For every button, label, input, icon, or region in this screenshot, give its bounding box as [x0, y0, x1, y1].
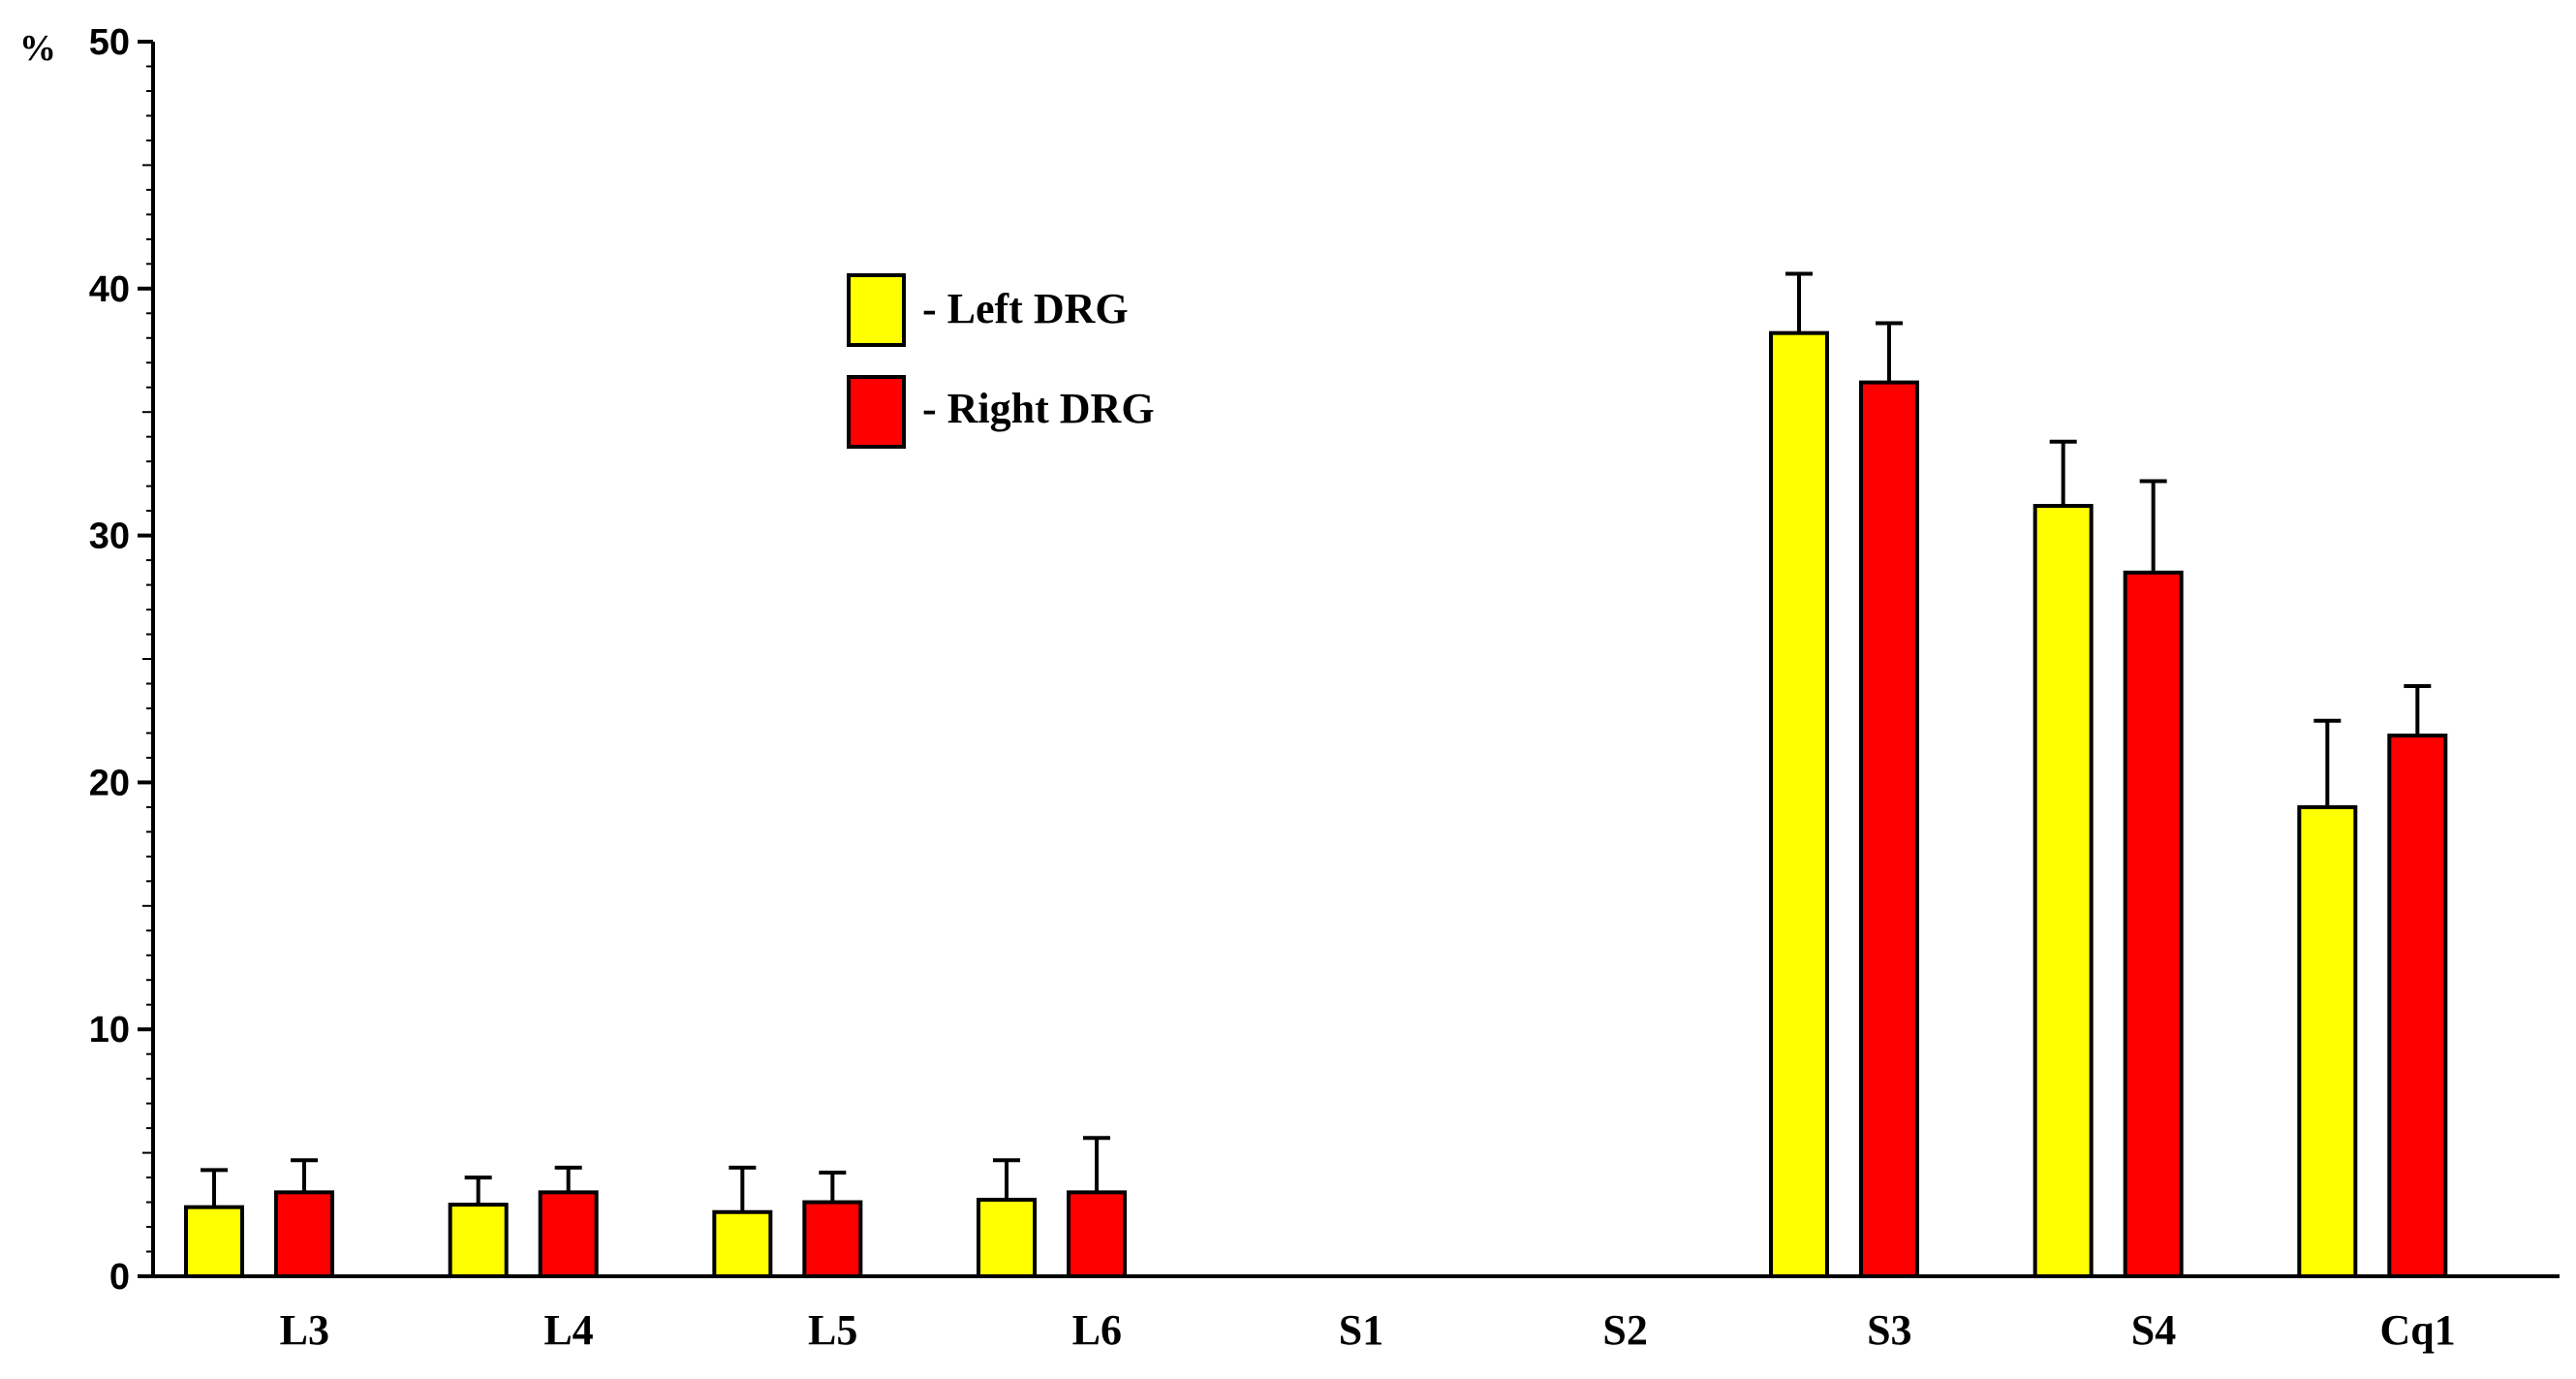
y-tick-label: 10	[89, 1010, 130, 1050]
x-category-label: S2	[1602, 1306, 1647, 1354]
y-tick-label: 30	[89, 517, 130, 557]
y-tick-label: 20	[89, 763, 130, 803]
x-category-label: Cq1	[2380, 1306, 2456, 1354]
bar-s3-left	[1769, 330, 1829, 1278]
y-axis: 0 10 20 30 40 50	[89, 22, 155, 1298]
bar-cq1-left	[2297, 804, 2358, 1278]
bar-l6-left	[977, 1198, 1037, 1278]
bars	[184, 271, 2448, 1279]
legend-label-right-drg: - Right DRG	[922, 385, 1155, 432]
bar-l3-left	[184, 1205, 244, 1279]
y-axis-unit-label: %	[19, 28, 56, 69]
bar-l3-right	[274, 1190, 334, 1279]
bar-l4-right	[538, 1190, 599, 1279]
x-category-label: S1	[1339, 1306, 1383, 1354]
y-tick-label: 40	[89, 269, 130, 310]
bar-s4-right	[2123, 570, 2184, 1278]
x-category-label: L4	[543, 1306, 593, 1354]
bar-cq1-right	[2387, 733, 2448, 1278]
y-tick-label: 50	[89, 22, 130, 63]
bar-l5-left	[712, 1209, 773, 1278]
x-category-label: L3	[280, 1306, 329, 1354]
x-category-label: S4	[2131, 1306, 2176, 1354]
x-axis: L3 L4 L5 L6 S1 S2 S3 S4 Cq1	[153, 1274, 2560, 1354]
bar-s4-left	[2033, 504, 2094, 1278]
bar-l4-left	[448, 1203, 509, 1279]
bar-l6-right	[1067, 1190, 1127, 1279]
x-category-label: L5	[808, 1306, 857, 1354]
legend-swatch-right-drg	[847, 375, 906, 449]
x-category-label: L6	[1072, 1306, 1122, 1354]
legend: - Left DRG - Right DRG	[847, 273, 1155, 449]
bar-s3-right	[1859, 380, 1919, 1278]
legend-label-left-drg: - Left DRG	[922, 285, 1129, 332]
legend-swatch-left-drg	[847, 273, 906, 347]
x-category-label: S3	[1867, 1306, 1911, 1354]
bar-l5-right	[802, 1200, 863, 1279]
y-tick-label: 0	[109, 1257, 130, 1298]
